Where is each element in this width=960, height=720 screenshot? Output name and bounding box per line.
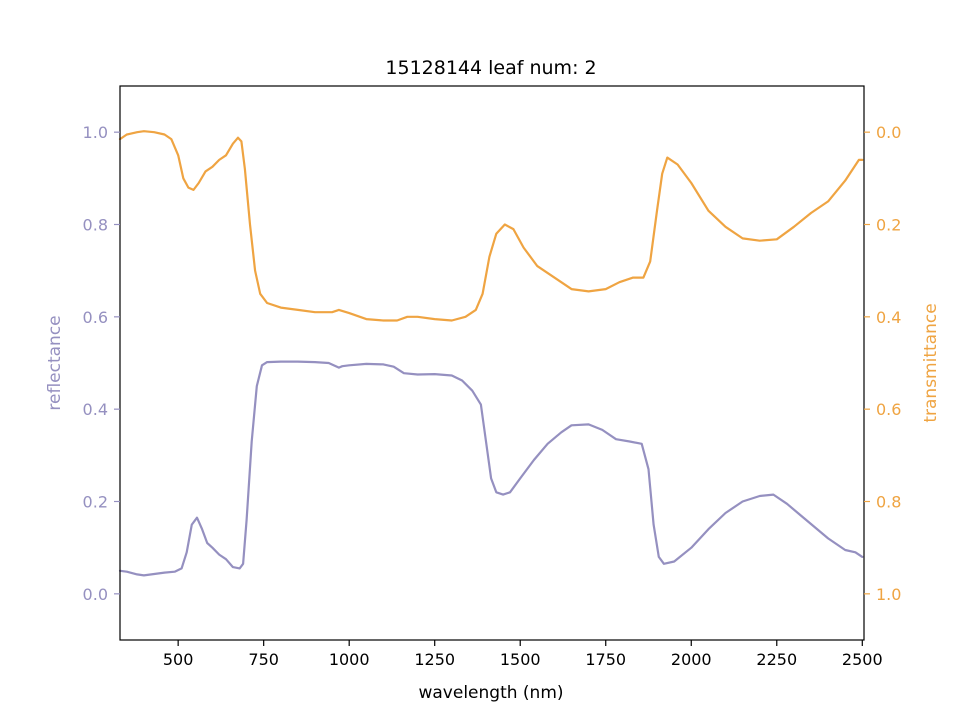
- x-tick-label: 750: [248, 650, 279, 669]
- left-y-tick-label: 0.2: [83, 493, 108, 512]
- x-tick-label: 1250: [414, 650, 455, 669]
- x-tick-label: 2500: [842, 650, 883, 669]
- left-y-tick-label: 0.0: [83, 585, 108, 604]
- x-axis: 500 750 1000 1250 1500 1750 2000 2250 2500: [163, 640, 883, 669]
- x-tick-label: 1500: [500, 650, 541, 669]
- right-y-axis-label: transmittance: [921, 303, 941, 422]
- right-y-tick-label: 1.0: [876, 585, 901, 604]
- right-y-tick-label: 0.4: [876, 308, 901, 327]
- left-y-axis-label: reflectance: [45, 315, 65, 410]
- left-y-tick-label: 1.0: [83, 123, 108, 142]
- left-y-tick-label: 0.4: [83, 400, 108, 419]
- chart-title: 15128144 leaf num: 2: [385, 57, 596, 79]
- plot-frame: [119, 85, 865, 641]
- series-layer: [118, 130, 864, 577]
- x-tick-label: 500: [163, 650, 194, 669]
- right-y-tick-label: 0.6: [876, 400, 901, 419]
- right-y-tick-label: 0.2: [876, 216, 901, 235]
- x-tick-label: 2000: [671, 650, 712, 669]
- left-y-axis: 0.0 0.2 0.4 0.6 0.8 1.0: [83, 123, 120, 604]
- reflectance-series-line: [118, 360, 864, 577]
- x-tick-label: 1000: [329, 650, 370, 669]
- right-y-tick-label: 0.0: [876, 123, 901, 142]
- x-tick-label: 1750: [585, 650, 626, 669]
- transmittance-series-line: [118, 130, 864, 322]
- x-axis-label: wavelength (nm): [418, 683, 563, 703]
- left-y-tick-label: 0.6: [83, 308, 108, 327]
- x-tick-label: 2250: [756, 650, 797, 669]
- left-y-tick-label: 0.8: [83, 216, 108, 235]
- right-y-axis: 0.0 0.2 0.4 0.6 0.8 1.0: [864, 123, 901, 604]
- right-y-tick-label: 0.8: [876, 493, 901, 512]
